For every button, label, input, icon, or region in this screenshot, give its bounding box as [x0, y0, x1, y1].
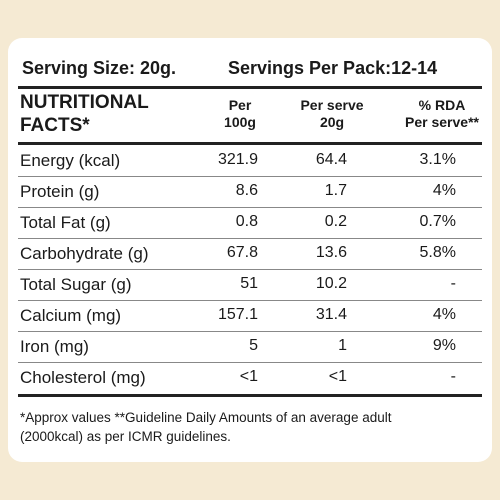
- nutrient-value: <1: [239, 368, 258, 385]
- nutrient-value: 10.2: [315, 275, 347, 292]
- footnote-line: (2000kcal) as per ICMR guidelines.: [20, 429, 231, 444]
- column-header: Per: [228, 97, 252, 113]
- nutrient-value: 0.7%: [419, 213, 456, 230]
- nutrient-name: Total Fat (g): [20, 213, 111, 232]
- row-rule: [18, 207, 482, 208]
- nutrient-value: 1: [338, 337, 347, 354]
- row-rule: [18, 300, 482, 301]
- servings-per-pack: Servings Per Pack:12-14: [228, 58, 438, 78]
- column-header: NUTRITIONAL: [20, 92, 149, 113]
- column-header: 100g: [224, 114, 256, 130]
- nutrient-value: 0.8: [235, 213, 258, 230]
- nutrient-value: 0.2: [324, 213, 347, 230]
- nutrient-value: 5: [249, 337, 258, 354]
- nutrient-name: Calcium (mg): [20, 306, 122, 325]
- nutrient-name: Iron (mg): [20, 337, 89, 356]
- nutrient-value: 13.6: [315, 244, 347, 261]
- column-header: % RDA: [418, 97, 466, 113]
- row-rule: [18, 176, 482, 177]
- serving-size: Serving Size: 20g.: [22, 58, 177, 78]
- nutrient-value: -: [450, 275, 456, 292]
- nutrient-value: 157.1: [217, 306, 258, 323]
- nutrient-value: 5.8%: [419, 244, 456, 261]
- column-header: 20g: [319, 114, 345, 130]
- thick-rule: [18, 394, 482, 397]
- row-rule: [18, 269, 482, 270]
- nutrient-name: Protein (g): [20, 182, 100, 201]
- nutrient-value: <1: [328, 368, 347, 385]
- nutrient-value: 3.1%: [419, 151, 456, 168]
- nutrient-value: 9%: [432, 337, 456, 354]
- nutrition-card: Serving Size: 20g. Servings Per Pack:12-…: [8, 38, 492, 462]
- nutrient-value: 4%: [432, 306, 456, 323]
- column-header: Per serve: [300, 97, 364, 113]
- nutrient-value: 8.6: [235, 182, 258, 199]
- nutrient-value: -: [450, 368, 456, 385]
- row-rule: [18, 362, 482, 363]
- nutrient-value: 321.9: [217, 151, 258, 168]
- column-header: Per serve**: [405, 114, 479, 130]
- row-rule: [18, 238, 482, 239]
- nutrient-name: Energy (kcal): [20, 151, 121, 170]
- nutrient-name: Total Sugar (g): [20, 275, 132, 294]
- column-header: FACTS*: [20, 115, 90, 136]
- footnote-line: *Approx values **Guideline Daily Amounts…: [20, 410, 392, 425]
- thick-rule: [18, 142, 482, 145]
- nutrient-value: 4%: [432, 182, 456, 199]
- nutrient-value: 67.8: [226, 244, 258, 261]
- nutrient-value: 51: [240, 275, 258, 292]
- nutrient-value: 1.7: [324, 182, 347, 199]
- row-rule: [18, 331, 482, 332]
- nutrient-name: Cholesterol (mg): [20, 368, 146, 387]
- nutrient-value: 31.4: [315, 306, 347, 323]
- thick-rule: [18, 86, 482, 89]
- nutrient-name: Carbohydrate (g): [20, 244, 149, 263]
- nutrient-value: 64.4: [315, 151, 347, 168]
